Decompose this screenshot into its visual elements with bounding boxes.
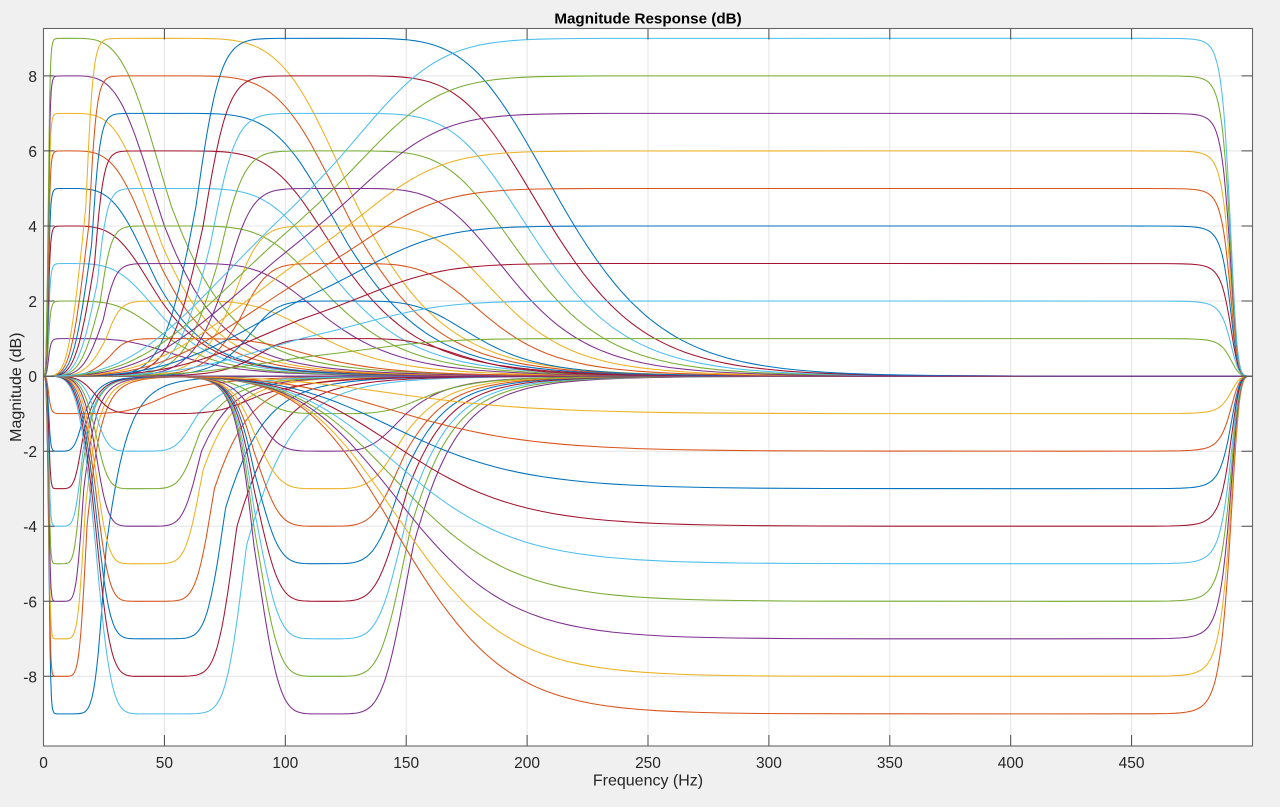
svg-text:50: 50 [156,755,174,772]
svg-text:250: 250 [635,755,661,772]
svg-text:2: 2 [28,294,37,311]
svg-text:6: 6 [28,144,37,161]
svg-text:8: 8 [28,69,37,86]
svg-text:-6: -6 [23,594,37,611]
svg-text:0: 0 [39,755,48,772]
svg-text:-2: -2 [23,444,37,461]
svg-text:-4: -4 [23,519,37,536]
svg-text:350: 350 [877,755,903,772]
svg-text:Magnitude (dB): Magnitude (dB) [8,333,25,442]
svg-text:-8: -8 [23,669,37,686]
svg-text:200: 200 [514,755,540,772]
svg-text:300: 300 [756,755,782,772]
svg-text:150: 150 [393,755,419,772]
svg-text:4: 4 [28,219,37,236]
svg-text:Frequency (Hz): Frequency (Hz) [593,773,703,790]
svg-text:0: 0 [28,369,37,386]
svg-text:400: 400 [998,755,1024,772]
svg-text:100: 100 [272,755,298,772]
svg-text:450: 450 [1119,755,1145,772]
svg-text:Magnitude Response (dB): Magnitude Response (dB) [554,11,741,28]
